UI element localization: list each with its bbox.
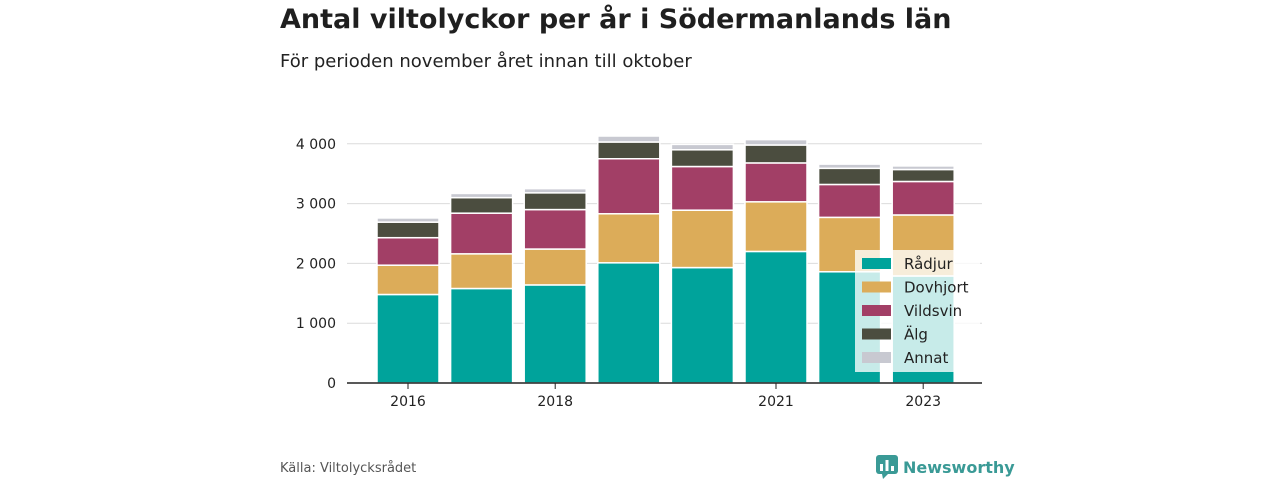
y-tick-label: 3 000 [296,197,336,213]
legend-label: Vildsvin [904,302,962,320]
newsworthy-logo-icon [876,455,898,479]
y-tick-label: 0 [327,376,336,392]
bar-segment-älg-2020[interactable] [670,149,735,168]
bar-segment-vildsvin-2018[interactable] [523,208,587,250]
bar-segment-vildsvin-2023[interactable] [891,180,955,216]
bar-segment-annat-2023[interactable] [891,165,955,171]
x-tick-label: 2016 [390,394,426,410]
bar-stack-2018[interactable] [523,187,587,384]
legend-swatch [862,258,891,269]
legend-swatch [862,352,891,363]
legend-swatch [862,305,891,316]
y-tick-label: 1 000 [296,316,336,332]
legend: Rådjur Dovhjort Vildsvin Älg Annat [855,250,980,372]
bar-segment-dovhjort-2019[interactable] [597,213,661,264]
bar-segment-rådjur-2019[interactable] [597,262,661,384]
legend-label: Älg [904,325,928,344]
bar-segment-vildsvin-2020[interactable] [670,165,735,211]
bar-segment-rådjur-2020[interactable] [670,266,735,384]
bar-segment-vildsvin-2021[interactable] [744,162,808,203]
x-tick-label: 2018 [537,394,573,410]
brand-name: Newsworthy [903,457,1015,477]
bar-segment-rådjur-2018[interactable] [523,284,587,384]
bar-segment-älg-2022[interactable] [817,167,882,186]
bar-segment-älg-2019[interactable] [597,141,661,160]
chart-title: Antal viltolyckor per år i Södermanlands… [280,4,952,35]
x-axis-ticks: 2016 2018 2021 2023 [390,383,941,410]
bar-segment-dovhjort-2020[interactable] [670,209,735,269]
legend-item-vildsvin[interactable]: Vildsvin [862,302,962,320]
bar-segment-älg-2017[interactable] [449,196,514,214]
bar-segment-rådjur-2016[interactable] [376,293,440,384]
bar-segment-annat-2022[interactable] [817,163,882,170]
bar-stack-2016[interactable] [376,217,440,384]
bar-segment-rådjur-2017[interactable] [449,287,514,384]
bar-segment-vildsvin-2022[interactable] [817,183,882,219]
bar-segment-dovhjort-2016[interactable] [376,264,440,296]
chart-subtitle: För perioden november året innan till ok… [280,51,692,72]
bar-segment-annat-2018[interactable] [523,187,587,194]
legend-item-annat[interactable]: Annat [862,349,948,367]
bar-segment-älg-2018[interactable] [523,192,587,211]
legend-swatch [862,328,891,340]
legend-swatch [862,281,891,293]
bar-segment-rådjur-2021[interactable] [744,250,808,384]
bar-segment-dovhjort-2021[interactable] [744,201,808,253]
bar-stack-2019[interactable] [597,135,661,384]
y-axis-ticks: 0 1 000 2 000 3 000 4 000 [296,137,336,392]
x-tick-label: 2021 [758,394,794,410]
bar-segment-vildsvin-2017[interactable] [449,212,514,255]
legend-item-rådjur[interactable]: Rådjur [862,255,953,273]
bar-segment-annat-2017[interactable] [449,192,514,199]
legend-label: Rådjur [904,255,953,273]
bar-segment-annat-2021[interactable] [744,138,808,146]
bar-segment-vildsvin-2016[interactable] [376,236,440,266]
legend-item-älg[interactable]: Älg [862,325,928,344]
legend-label: Annat [904,349,948,367]
bar-stack-2020[interactable] [670,143,735,384]
legend-item-dovhjort[interactable]: Dovhjort [862,279,969,297]
bar-segment-älg-2021[interactable] [744,144,808,164]
bar-stack-2021[interactable] [744,138,808,384]
bar-segment-dovhjort-2018[interactable] [523,248,587,286]
source-note: Källa: Viltolycksrådet [280,461,417,476]
y-tick-label: 2 000 [296,256,336,272]
bar-segment-annat-2019[interactable] [597,135,661,143]
bar-segment-annat-2016[interactable] [376,217,440,223]
bar-segment-älg-2016[interactable] [376,221,440,239]
bar-segment-älg-2023[interactable] [891,168,955,183]
brand-logo[interactable]: Newsworthy [876,455,1015,479]
x-tick-label: 2023 [905,394,941,410]
legend-label: Dovhjort [904,279,969,297]
bar-segment-vildsvin-2019[interactable] [597,158,661,215]
bar-stack-2017[interactable] [449,192,514,384]
y-tick-label: 4 000 [296,137,336,153]
bar-segment-annat-2020[interactable] [670,143,735,151]
bar-segment-dovhjort-2017[interactable] [449,253,514,290]
